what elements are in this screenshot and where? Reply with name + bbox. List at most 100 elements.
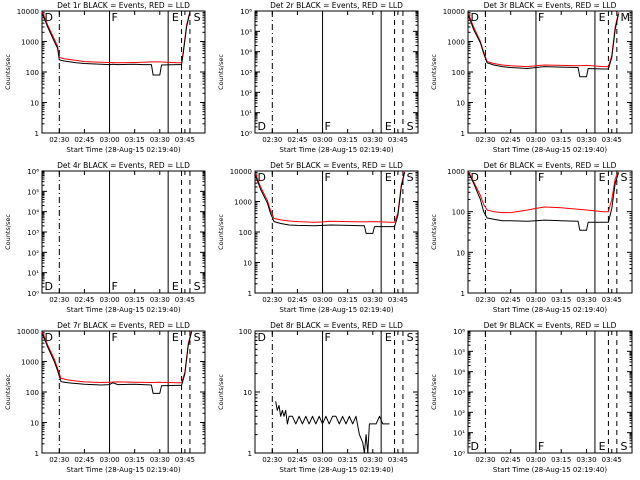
x-tick-label: 03:15 — [338, 136, 358, 144]
x-tick-label: 03:00 — [526, 456, 546, 464]
x-tick-label: 03:00 — [526, 136, 546, 144]
x-tick-label: 03:45 — [175, 296, 195, 304]
plot-panel-8: Det 8r BLACK = Events, RED = LLD 1 10 100 Co… — [217, 321, 419, 474]
y-axis-label: Counts/sec — [430, 54, 438, 90]
x-tick-label: 03:30 — [363, 456, 383, 464]
y-tick-label: 100 — [26, 69, 39, 77]
plot-panel-6: Det 6r BLACK = Events, RED = LLD 1 10 100 10… — [430, 161, 633, 314]
event-marker: D — [471, 171, 479, 184]
events-series-line — [468, 172, 619, 231]
y-tick-label: 100 — [452, 209, 465, 217]
x-tick-label: 03:45 — [602, 456, 622, 464]
y-tick-label: 1 — [35, 130, 39, 138]
y-tick-label: 100 — [452, 69, 465, 77]
x-tick-label: 03:15 — [551, 456, 571, 464]
x-tick-label: 02:30 — [262, 296, 282, 304]
x-axis-label: Start Time (28-Aug-15 02:19:40) — [493, 146, 607, 154]
event-marker: E — [172, 11, 179, 24]
x-tick-label: 03:45 — [388, 136, 408, 144]
x-tick-label: 02:45 — [501, 296, 521, 304]
y-tick-label: 10⁴ — [27, 209, 39, 217]
y-tick-label: 10⁶ — [240, 8, 252, 16]
events-series-line — [42, 331, 193, 394]
x-tick-label: 03:15 — [338, 296, 358, 304]
x-tick-label: 03:30 — [576, 456, 596, 464]
x-tick-label: 03:15 — [125, 296, 145, 304]
x-tick-label: 03:45 — [175, 456, 195, 464]
y-tick-label: 1000 — [447, 39, 465, 47]
y-axis-label: Counts/sec — [217, 54, 225, 90]
event-marker: S — [621, 440, 628, 453]
event-marker: F — [325, 120, 331, 133]
y-axis-label: Counts/sec — [217, 374, 225, 410]
x-tick-label: 02:45 — [287, 296, 307, 304]
event-marker: E — [599, 171, 606, 184]
y-tick-label: 10³ — [453, 389, 465, 397]
x-tick-label: 03:30 — [576, 136, 596, 144]
event-marker: D — [258, 171, 266, 184]
lld-series-line — [255, 171, 406, 223]
plot-frame — [467, 10, 633, 134]
x-axis-label: Start Time (28-Aug-15 02:19:40) — [66, 466, 180, 474]
plot-frame — [254, 170, 419, 294]
x-tick-label: 03:30 — [150, 296, 170, 304]
event-marker: E — [599, 440, 606, 453]
x-tick-label: 03:15 — [551, 296, 571, 304]
x-tick-label: 02:30 — [49, 296, 69, 304]
x-tick-label: 02:45 — [501, 456, 521, 464]
plot-panel-7: Det 7r BLACK = Events, RED = LLD 1 10 100 10… — [4, 321, 206, 474]
events-series-line — [42, 12, 191, 76]
event-marker: D — [45, 280, 53, 293]
x-tick-label: 03:30 — [150, 456, 170, 464]
y-tick-label: 10 — [243, 389, 252, 397]
x-tick-label: 02:30 — [49, 136, 69, 144]
x-tick-label: 03:00 — [99, 136, 119, 144]
x-tick-label: 02:30 — [475, 136, 495, 144]
x-tick-label: 02:45 — [287, 136, 307, 144]
y-tick-label: 1 — [248, 450, 252, 458]
y-tick-label: 10⁴ — [453, 369, 465, 377]
event-marker: F — [112, 11, 118, 24]
y-axis-label: Counts/sec — [4, 374, 12, 410]
y-tick-label: 10⁰ — [240, 130, 252, 138]
y-tick-label: 10⁵ — [27, 188, 39, 196]
event-marker: D — [471, 11, 479, 24]
x-tick-label: 02:45 — [74, 136, 94, 144]
plot-panel-1: Det 1r BLACK = Events, RED = LLD 1 10 100 10… — [4, 1, 206, 154]
event-marker: D — [471, 440, 479, 453]
y-tick-label: 1000 — [234, 199, 252, 207]
plot-frame — [41, 170, 206, 294]
y-axis-label: Counts/sec — [4, 54, 12, 90]
x-tick-label: 03:30 — [363, 296, 383, 304]
x-tick-label: 02:30 — [262, 456, 282, 464]
x-axis-label: Start Time (28-Aug-15 02:19:40) — [493, 466, 607, 474]
event-marker: F — [538, 171, 544, 184]
lld-series-line — [42, 331, 193, 384]
plot-frame — [41, 330, 206, 454]
y-tick-label: 10⁵ — [240, 28, 252, 36]
y-tick-label: 100 — [239, 328, 252, 336]
x-tick-label: 03:00 — [99, 456, 119, 464]
y-axis-label: Counts/sec — [4, 214, 12, 250]
event-marker: E — [599, 11, 606, 24]
y-tick-label: 10¹ — [453, 430, 465, 438]
y-tick-label: 10 — [243, 260, 252, 268]
y-tick-label: 10 — [456, 100, 465, 108]
x-tick-label: 03:00 — [526, 296, 546, 304]
event-marker: E — [385, 331, 392, 344]
y-tick-label: 1000 — [21, 359, 39, 367]
event-marker: F — [538, 11, 544, 24]
event-marker: F — [112, 331, 118, 344]
event-marker: D — [258, 120, 266, 133]
x-tick-label: 02:45 — [74, 456, 94, 464]
plot-panel-9: Det 9r BLACK = Events, RED = LLD 10⁰ 10¹ 10… — [430, 321, 633, 474]
y-tick-label: 10000 — [230, 168, 252, 176]
x-tick-label: 02:45 — [74, 296, 94, 304]
x-axis-label: Start Time (28-Aug-15 02:19:40) — [279, 146, 393, 154]
events-series-line — [255, 172, 406, 234]
event-marker: E — [385, 171, 392, 184]
event-marker: S — [194, 280, 201, 293]
y-tick-label: 10⁰ — [453, 450, 465, 458]
x-axis-label: Start Time (28-Aug-15 02:19:40) — [493, 306, 607, 314]
